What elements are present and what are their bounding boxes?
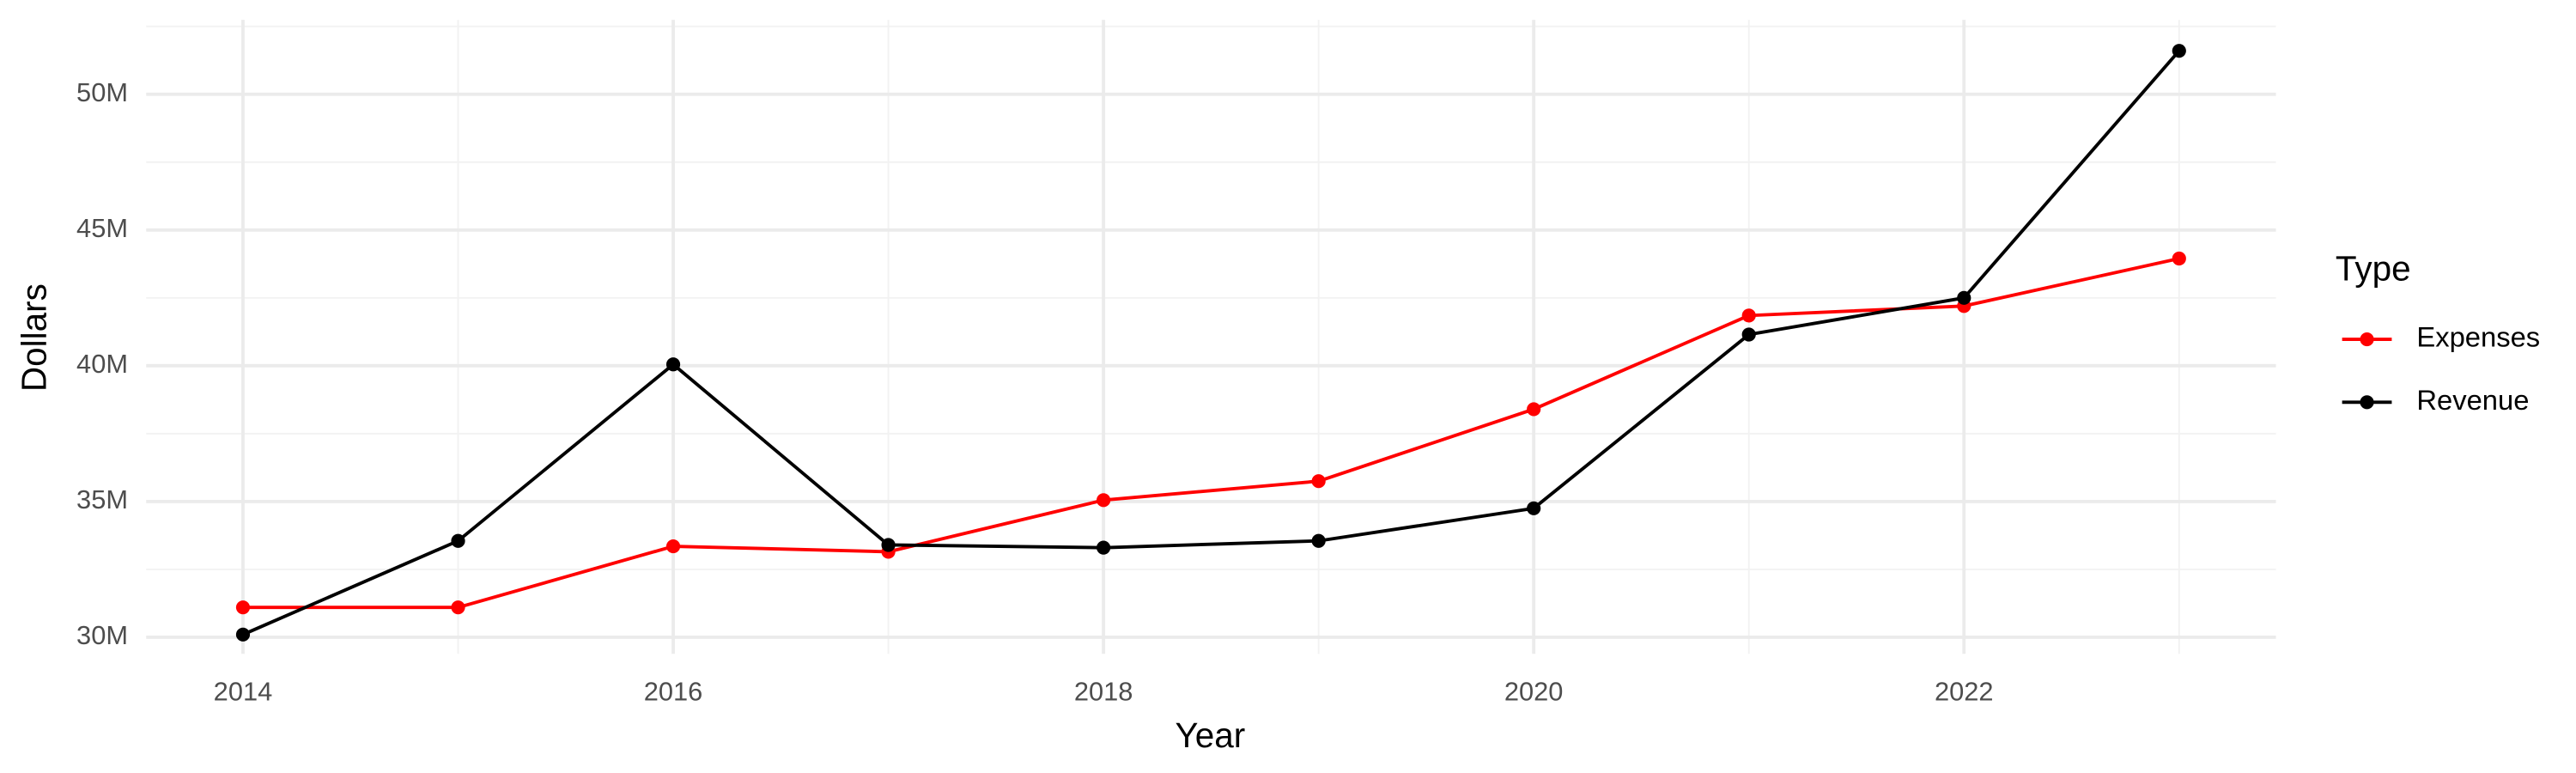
x-tick-label: 2022 — [1935, 677, 1994, 707]
x-axis-title: Year — [1176, 715, 1246, 755]
y-tick-label: 40M — [76, 349, 128, 379]
data-point — [1311, 474, 1326, 489]
data-point — [235, 627, 251, 642]
data-point — [1527, 402, 1541, 417]
data-point — [1097, 493, 1111, 508]
data-point — [451, 600, 465, 615]
y-tick-label: 35M — [76, 484, 128, 514]
legend-label: Revenue — [2416, 384, 2529, 416]
x-tick-label: 2014 — [214, 677, 273, 707]
data-point — [1311, 533, 1326, 548]
data-point — [881, 538, 896, 552]
data-point — [451, 533, 465, 548]
legend-label: Expenses — [2416, 321, 2540, 353]
x-tick-label: 2016 — [644, 677, 703, 707]
data-point — [1527, 501, 1541, 515]
series-line — [242, 257, 2180, 610]
data-point — [665, 357, 681, 372]
data-point — [1741, 308, 1756, 323]
data-point — [1097, 540, 1111, 555]
data-point — [235, 600, 251, 615]
y-axis-title: Dollars — [15, 283, 54, 392]
data-point — [2172, 251, 2186, 266]
data-point — [1957, 290, 1971, 305]
y-tick-label: 45M — [76, 213, 128, 243]
data-point — [2172, 44, 2186, 58]
legend-key-point — [2360, 332, 2374, 347]
legend-title: Type — [2336, 249, 2411, 289]
y-tick-label: 30M — [76, 620, 128, 650]
x-tick-label: 2020 — [1504, 677, 1564, 707]
x-tick-label: 2018 — [1074, 677, 1133, 707]
data-point — [665, 539, 681, 554]
legend-key-point — [2360, 395, 2374, 410]
y-tick-label: 50M — [76, 77, 128, 107]
series-line — [242, 49, 2181, 636]
data-point — [1741, 327, 1756, 342]
